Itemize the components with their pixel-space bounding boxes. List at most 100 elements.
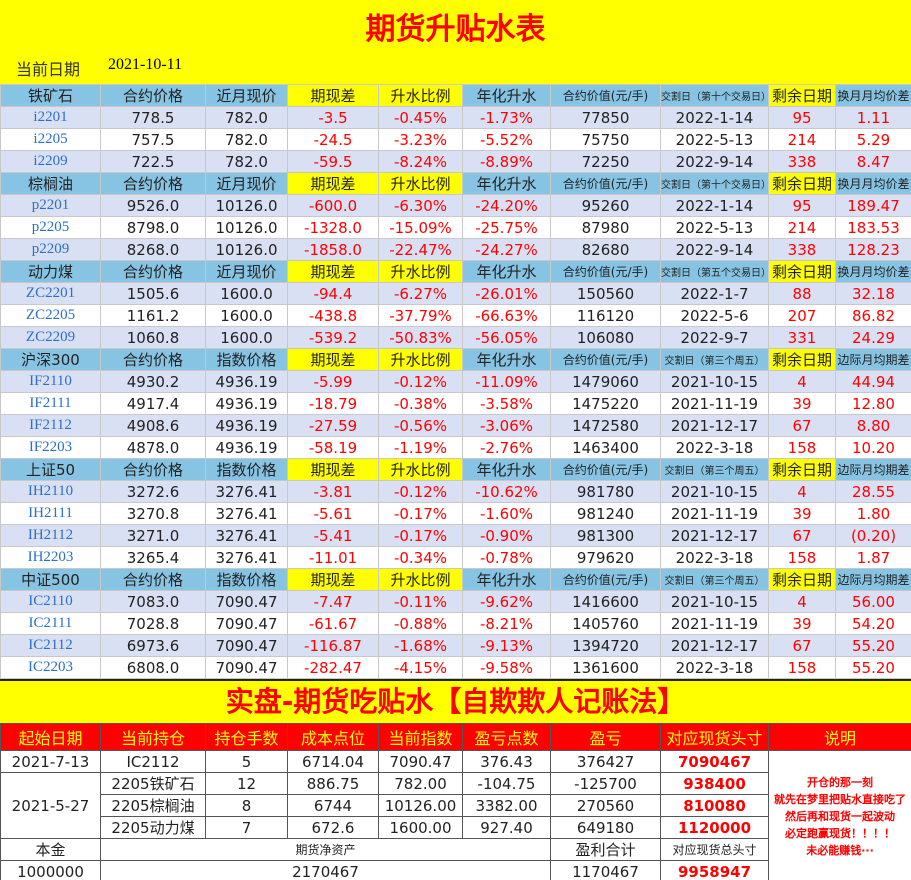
column-header[interactable]: 剩余日期: [768, 348, 836, 371]
footer-cell[interactable]: 盈利合计: [550, 838, 661, 861]
cell[interactable]: (0.20): [835, 524, 911, 547]
cell[interactable]: 2021-11-19: [660, 612, 769, 635]
cell[interactable]: 7090.47: [205, 656, 288, 679]
footer-cell[interactable]: 1170467: [550, 860, 661, 880]
note-cell[interactable]: 开仓的那一刻 就先在梦里把贴水直接吃了 然后再和现货一起波动 必定跑赢现货！！！！ 未必…: [768, 750, 911, 880]
cell[interactable]: 158: [768, 546, 836, 569]
cell[interactable]: 2022-9-7: [660, 326, 769, 349]
cell[interactable]: 95260: [550, 194, 661, 217]
cell[interactable]: 7090.47: [205, 590, 288, 613]
cell[interactable]: 77850: [550, 106, 661, 129]
column-header[interactable]: 年化升水: [462, 84, 551, 107]
cell[interactable]: -66.63%: [462, 304, 551, 327]
column-header[interactable]: 换月月均价差: [835, 260, 911, 283]
cell[interactable]: -8.24%: [378, 150, 463, 173]
column-header[interactable]: 指数价格: [205, 568, 288, 591]
cell[interactable]: 4908.6: [100, 414, 206, 437]
contract-code[interactable]: ZC2201: [0, 282, 101, 305]
column-header[interactable]: 换月月均价差: [835, 172, 911, 195]
cell[interactable]: 2022-5-13: [660, 216, 769, 239]
column-header[interactable]: 合约价值(元/手): [550, 458, 661, 481]
cell[interactable]: -94.4: [287, 282, 379, 305]
column-header[interactable]: 指数价格: [205, 348, 288, 371]
column-header[interactable]: 年化升水: [462, 458, 551, 481]
cell[interactable]: 2022-1-7: [660, 282, 769, 305]
cell[interactable]: -9.58%: [462, 656, 551, 679]
cell[interactable]: 8: [205, 794, 288, 817]
cell[interactable]: 24.29: [835, 326, 911, 349]
cell[interactable]: -1.19%: [378, 436, 463, 459]
cell[interactable]: 4936.19: [205, 436, 288, 459]
cell[interactable]: 3276.41: [205, 502, 288, 525]
cell[interactable]: 158: [768, 436, 836, 459]
cell[interactable]: 32.18: [835, 282, 911, 305]
cell[interactable]: 75750: [550, 128, 661, 151]
column-header[interactable]: 说明: [768, 723, 911, 751]
cell[interactable]: 183.53: [835, 216, 911, 239]
cell[interactable]: 2022-5-13: [660, 128, 769, 151]
column-header[interactable]: 期现差: [287, 458, 379, 481]
contract-code[interactable]: IC2112: [0, 634, 101, 657]
cell[interactable]: 782.0: [205, 150, 288, 173]
cell[interactable]: 338: [768, 150, 836, 173]
column-header[interactable]: 年化升水: [462, 260, 551, 283]
cell[interactable]: -3.58%: [462, 392, 551, 415]
cell[interactable]: -5.41: [287, 524, 379, 547]
cell[interactable]: 7090467: [660, 750, 769, 773]
column-header[interactable]: 期现差: [287, 84, 379, 107]
column-header[interactable]: 交割日（第五个交易日）: [660, 260, 769, 283]
column-header[interactable]: 剩余日期: [768, 458, 836, 481]
cell[interactable]: 12.80: [835, 392, 911, 415]
cell[interactable]: 82680: [550, 238, 661, 261]
cell[interactable]: -3.06%: [462, 414, 551, 437]
column-header[interactable]: 年化升水: [462, 568, 551, 591]
cell[interactable]: 270560: [550, 794, 661, 817]
column-header[interactable]: 合约价格: [100, 172, 206, 195]
column-header[interactable]: 合约价值(元/手): [550, 348, 661, 371]
cell[interactable]: 2021-11-19: [660, 502, 769, 525]
column-header[interactable]: 边际月均期差: [835, 348, 911, 371]
cell[interactable]: 2022-9-14: [660, 238, 769, 261]
cell[interactable]: -26.01%: [462, 282, 551, 305]
start-date[interactable]: 2021-7-13: [0, 750, 101, 773]
cell[interactable]: 1472580: [550, 414, 661, 437]
footer-cell[interactable]: 对应现货总头寸: [660, 838, 769, 861]
column-header[interactable]: 交割日（第十个交易日）: [660, 84, 769, 107]
column-header[interactable]: 合约价值(元/手): [550, 568, 661, 591]
column-header[interactable]: 期现差: [287, 348, 379, 371]
cell[interactable]: -1858.0: [287, 238, 379, 261]
cell[interactable]: -9.13%: [462, 634, 551, 657]
cell[interactable]: -0.12%: [378, 370, 463, 393]
column-header[interactable]: 起始日期: [0, 723, 101, 751]
column-header[interactable]: 持仓手数: [205, 723, 288, 751]
column-header[interactable]: 盈亏点数: [462, 723, 551, 751]
cell[interactable]: 214: [768, 216, 836, 239]
cell[interactable]: -2.76%: [462, 436, 551, 459]
column-header[interactable]: 合约价格: [100, 568, 206, 591]
cell[interactable]: 1463400: [550, 436, 661, 459]
cell[interactable]: 12: [205, 772, 288, 795]
column-header[interactable]: 盈亏: [550, 723, 661, 751]
cell[interactable]: 3382.00: [462, 794, 551, 817]
cell[interactable]: 1600.0: [205, 326, 288, 349]
section-name[interactable]: 中证500: [0, 568, 101, 591]
column-header[interactable]: 剩余日期: [768, 84, 836, 107]
cell[interactable]: 886.75: [287, 772, 379, 795]
column-header[interactable]: 剩余日期: [768, 260, 836, 283]
column-header[interactable]: 交割日（第三个周五）: [660, 568, 769, 591]
column-header[interactable]: 指数价格: [205, 458, 288, 481]
cell[interactable]: -438.8: [287, 304, 379, 327]
cell[interactable]: 2021-12-17: [660, 634, 769, 657]
contract-code[interactable]: IH2203: [0, 546, 101, 569]
cell[interactable]: 782.00: [378, 772, 463, 795]
cell[interactable]: 189.47: [835, 194, 911, 217]
cell[interactable]: 376427: [550, 750, 661, 773]
cell[interactable]: 3270.8: [100, 502, 206, 525]
cell[interactable]: -50.83%: [378, 326, 463, 349]
cell[interactable]: 782.0: [205, 106, 288, 129]
cell[interactable]: -15.09%: [378, 216, 463, 239]
cell[interactable]: 207: [768, 304, 836, 327]
contract-code[interactable]: IH2110: [0, 480, 101, 503]
cell[interactable]: 6973.6: [100, 634, 206, 657]
cell[interactable]: -104.75: [462, 772, 551, 795]
